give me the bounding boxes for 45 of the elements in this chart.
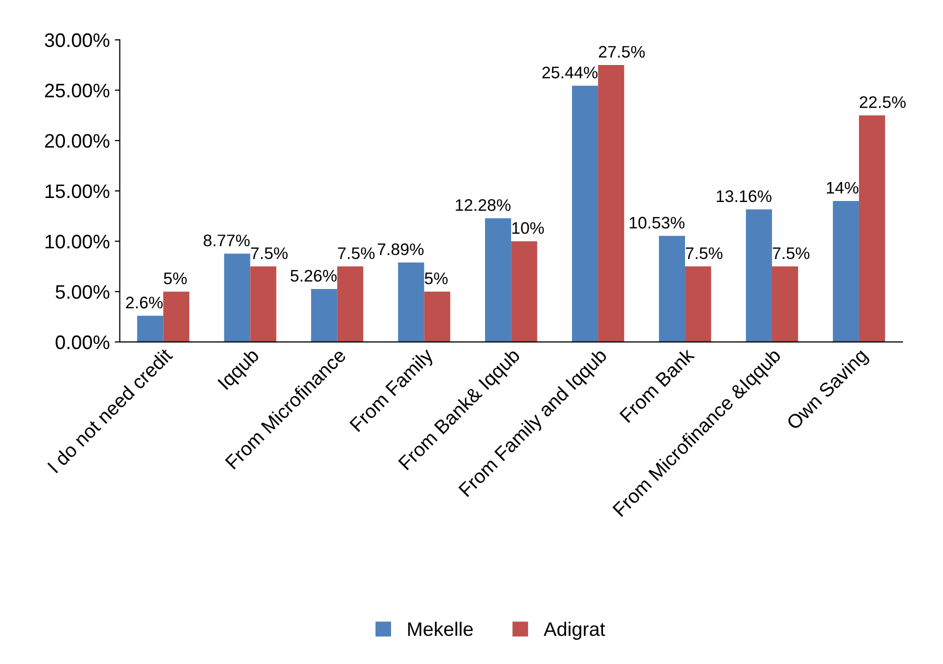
- legend-label: Adigrat: [544, 622, 606, 640]
- bar: [337, 266, 364, 342]
- data-label: 5%: [164, 272, 187, 284]
- bar: [398, 262, 424, 342]
- data-label: 12.28%: [456, 199, 511, 211]
- data-label: 7.89%: [378, 243, 424, 256]
- y-tick-label: 10.00%: [46, 234, 110, 248]
- bar: [746, 209, 772, 342]
- bar: [137, 316, 164, 342]
- y-tick-label: 0.00%: [56, 335, 110, 350]
- data-label: 8.77%: [204, 234, 250, 246]
- bar: [163, 292, 190, 342]
- legend-label: Mekelle: [408, 622, 473, 636]
- bar: [658, 236, 686, 342]
- y-tick-label: 15.00%: [46, 184, 110, 198]
- bar: [250, 266, 276, 342]
- data-label: 7.5%: [251, 247, 288, 260]
- data-label: 10%: [512, 222, 544, 234]
- bar: [858, 115, 886, 342]
- data-label: 14%: [826, 182, 858, 194]
- data-label: 5.26%: [290, 270, 337, 282]
- bar: [224, 254, 250, 342]
- bar: [572, 86, 598, 342]
- bar: [598, 65, 624, 342]
- bar: [511, 241, 538, 342]
- data-label: 7.5%: [686, 247, 722, 260]
- y-tick-label: 30.00%: [44, 33, 110, 48]
- bar: [424, 292, 450, 342]
- bar: [311, 288, 338, 342]
- data-label: 7.5%: [772, 247, 810, 260]
- bar: [772, 266, 798, 342]
- data-label: 22.5%: [860, 96, 906, 108]
- bar: [485, 218, 512, 342]
- y-tick-label: 5.00%: [56, 285, 110, 299]
- y-tick-label: 20.00%: [45, 134, 110, 148]
- y-tick-label: 25.00%: [45, 84, 110, 98]
- data-label: 25.44%: [542, 66, 598, 78]
- bar: [832, 200, 859, 342]
- bar: [685, 266, 712, 342]
- data-label: 7.5%: [338, 247, 375, 260]
- data-label: 5%: [424, 272, 448, 284]
- data-label: 27.5%: [598, 46, 645, 58]
- data-label: 13.16%: [716, 190, 772, 202]
- data-label: 2.6%: [126, 296, 163, 308]
- data-label: 10.53%: [630, 216, 684, 229]
